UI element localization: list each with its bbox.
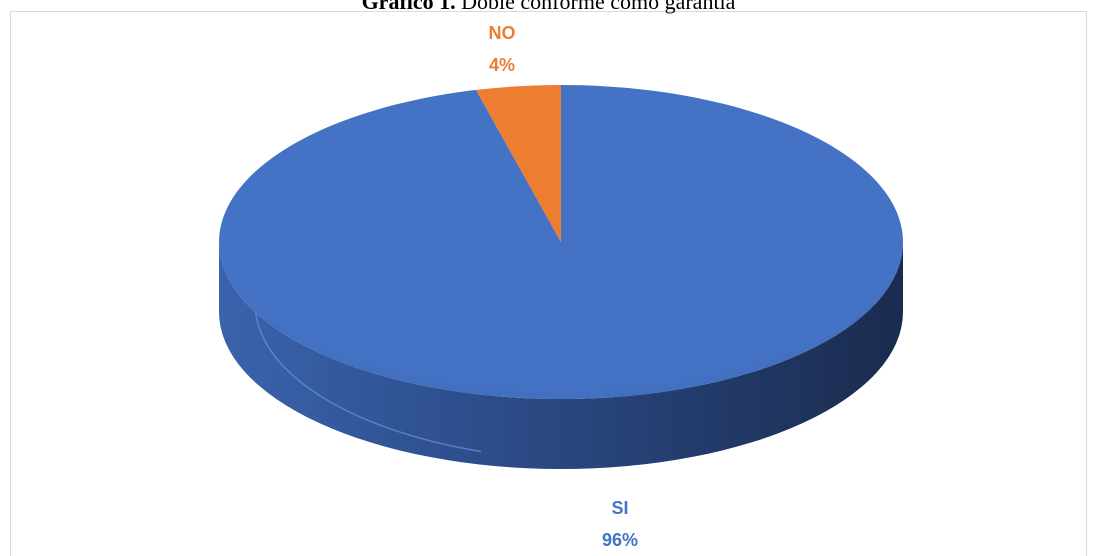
data-label-no-value: 4% (489, 55, 515, 75)
data-label-si-category: SI (611, 498, 628, 518)
data-label-si-value: 96% (602, 530, 638, 550)
chart-title-prefix: Gráfico 1. (361, 0, 456, 14)
pie-side-wall (219, 242, 903, 469)
data-label-no-category: NO (489, 23, 516, 43)
pie-slice-no (475, 85, 561, 242)
chart-title-text: Doble conforme como garantía (455, 0, 736, 14)
chart-title: Gráfico 1. Doble conforme como garantía (0, 0, 1097, 13)
